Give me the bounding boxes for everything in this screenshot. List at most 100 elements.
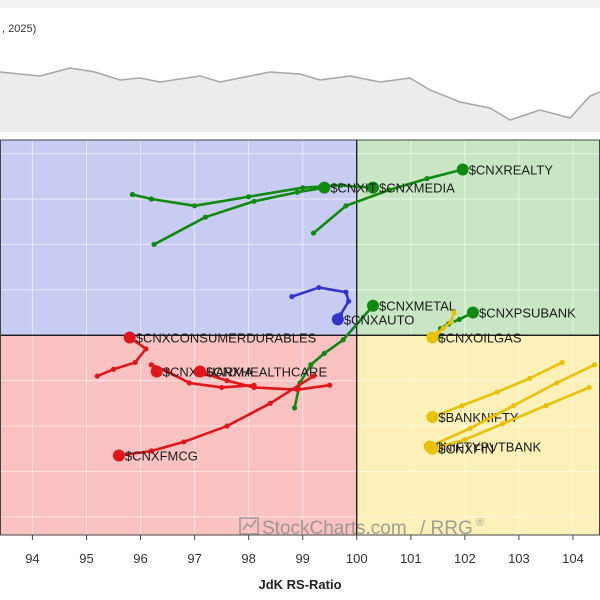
tail-head-point[interactable] [331,313,344,326]
tail-niftypvtbank[interactable]: $NIFTYPVTBANK [423,362,598,454]
tail-point [340,337,346,343]
x-tick-label: 97 [187,551,201,566]
tail-point [148,448,154,454]
series-label: $CNXPHARMA [163,365,254,380]
tail-head-point[interactable] [426,442,439,455]
quadrant-lagging [0,335,357,535]
tail-cnxauto[interactable]: $CNXAUTO [289,284,414,327]
tail-point [456,316,463,322]
x-tick-label: 94 [25,551,39,566]
tail-head-point[interactable] [194,365,206,378]
benchmark-mini-chart: , 2025) [0,23,600,132]
x-axis-label: JdK RS-Ratio [258,577,341,592]
tail-point [386,187,392,193]
tail-point [440,325,446,332]
tail-head-point[interactable] [426,331,439,344]
tail-line [293,304,375,410]
tail-point [132,359,138,366]
tail-point [462,437,468,443]
x-tick-label: 104 [562,551,584,566]
tail-point [327,382,333,388]
tail-point [543,403,549,409]
tail-point [129,191,136,198]
tail-point [289,294,295,300]
tail-point [219,384,225,391]
tail-head-point[interactable] [112,449,125,462]
tail-point [143,346,149,352]
tail-point [110,366,117,372]
watermark-suffix: / RRG [420,518,473,539]
tail-head-point[interactable] [366,181,379,194]
series-label: $CNXFMCG [125,449,198,464]
x-axis-ticks: 94 95 96 97 98 99 100 101 102 103 104 [25,535,584,566]
tail-point [554,380,560,386]
tail-head-point[interactable] [456,163,469,176]
tail-point [202,214,209,220]
tail-point [308,362,314,368]
tail-cnxmetal[interactable]: $CNXMETAL [291,299,456,411]
tail-point [559,359,565,366]
tail-cnxoilgas[interactable]: $CNXOILGAS [426,309,522,346]
tail-point [94,373,100,379]
tail-point [300,185,306,191]
tail-point [251,198,257,204]
tail-point [510,403,517,409]
tail-cnxmedia[interactable]: $CNXMEDIA [129,181,455,209]
header-bar [0,0,600,8]
tail-head-point[interactable] [123,331,136,344]
header-date-fragment: , 2025) [2,23,36,35]
tail-point [459,403,465,409]
watermark: StockCharts.com / RRG ® [239,517,484,539]
tail-point [191,203,198,209]
quadrant-leading [356,140,600,336]
tail-point [343,203,349,209]
rrg-chart: StockCharts.com / RRG ® 94 95 96 97 98 99 100 1… [0,139,600,592]
tail-point [451,309,457,316]
tail-point [310,373,317,379]
x-tick-label: 101 [400,551,422,566]
tail-head-point[interactable] [426,410,439,423]
x-tick-label: 99 [295,551,309,566]
series-label: $CNXFIN [438,442,494,457]
x-tick-label: 103 [508,551,530,566]
tail-cnxfmcg[interactable]: $CNXFMCG [112,373,317,464]
tail-cnxconsumerdurables[interactable]: $CNXCONSUMERDURABLES [94,331,317,379]
tail-point [591,362,598,368]
tail-point [321,350,327,356]
tail-cnxfin[interactable]: $CNXFIN [426,384,592,457]
tail-cnxpharma[interactable]: $CNXPHARMA [148,362,257,391]
tail-head-point[interactable] [318,181,331,194]
series-label: $CNXCONSUMERDURABLES [136,331,317,346]
tail-point [500,421,506,427]
x-tick-label: 96 [133,551,147,566]
tail-point [424,175,430,182]
quadrant-improving [0,140,357,336]
tail-point [310,230,317,236]
rotation-tails: $CNXREALTY $CNXMEDIA$CNXIT $CNXMETAL $CNXPS… [94,163,598,464]
series-label: $CNXOILGAS [438,331,521,346]
tail-point [467,425,473,431]
tail-point [151,241,157,248]
tail-head-point[interactable] [150,365,163,378]
tail-point [586,384,592,391]
tail-point [148,362,154,368]
tail-point [346,298,352,304]
benchmark-area [0,68,600,132]
tail-point [224,378,230,384]
tail-head-point[interactable] [366,299,379,312]
tail-point [224,423,230,429]
tail-point [246,194,252,200]
tail-head-point[interactable] [466,306,479,319]
benchmark-line [0,67,600,121]
stockcharts-logo-icon [239,517,259,535]
watermark-mark: ® [476,517,484,529]
tail-point [343,289,349,295]
tail-point [267,400,273,406]
series-label: $NIFTYPVTBANK [436,439,542,454]
tail-cnxrealty[interactable]: $CNXREALTY [310,163,553,236]
tail-cnxit[interactable]: $CNXIT [151,181,377,248]
x-tick-label: 98 [241,551,255,566]
stockcharts-logo-line [242,519,257,531]
series-label: $CNXPSUBANK [479,306,576,321]
tail-point [181,439,187,445]
